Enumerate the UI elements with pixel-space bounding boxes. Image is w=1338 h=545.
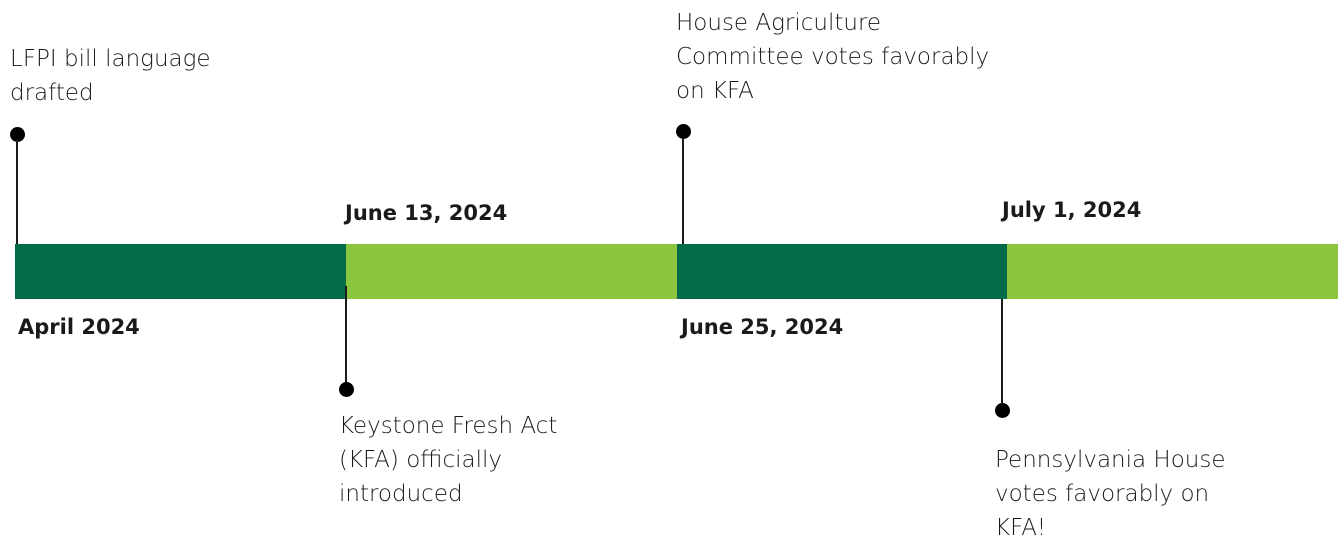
event-line: LFPI bill language [10, 46, 211, 72]
event-description-june13: Keystone Fresh Act (KFA) officially intr… [339, 409, 557, 511]
timeline-segment-june25 [677, 244, 1007, 299]
event-connector-july1 [1001, 299, 1003, 405]
event-line: House Agriculture [676, 10, 882, 36]
event-connector-april [16, 140, 18, 244]
event-marker-april [10, 127, 25, 142]
event-line: introduced [339, 481, 463, 507]
event-line: KFA! [995, 515, 1047, 541]
timeline-segment-june13 [346, 244, 677, 299]
event-date-june25: June 25, 2024 [681, 315, 844, 339]
event-description-july1: Pennsylvania House votes favorably on KF… [995, 443, 1226, 545]
event-line: (KFA) officially [339, 447, 503, 473]
event-line: on KFA [676, 78, 754, 104]
event-description-june25: House Agriculture Committee votes favora… [676, 6, 989, 108]
event-marker-june13 [339, 382, 354, 397]
event-date-june13: June 13, 2024 [345, 201, 508, 225]
event-date-july1: July 1, 2024 [1002, 198, 1142, 222]
event-line: drafted [10, 80, 94, 106]
event-connector-june25 [682, 138, 684, 244]
event-line: Keystone Fresh Act [339, 413, 558, 439]
event-connector-june13 [345, 286, 347, 386]
event-marker-july1 [995, 403, 1010, 418]
timeline-segment-april [15, 244, 346, 299]
event-date-april: April 2024 [18, 315, 140, 339]
timeline-segment-july1 [1007, 244, 1338, 299]
event-line: Committee votes favorably [676, 44, 990, 70]
event-line: Pennsylvania House [995, 447, 1226, 473]
event-marker-june25 [676, 124, 691, 139]
event-line: votes favorably on [995, 481, 1210, 507]
event-description-april: LFPI bill language drafted [10, 42, 211, 110]
